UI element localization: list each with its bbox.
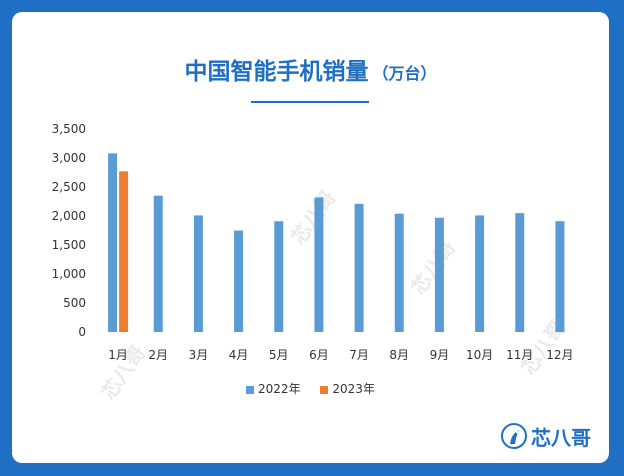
bar-chart: 0 500 1,000 1,500 2,000 2,500 3,000 3,500 1月 2月 3月… xyxy=(52,122,574,362)
legend-label-2022: 2022年 xyxy=(258,382,301,396)
legend-swatch-2022 xyxy=(246,385,255,394)
y-tick-label: 0 xyxy=(78,325,86,339)
y-tick-label: 1,000 xyxy=(52,267,86,281)
chart-panel: 中国智能手机销量 （万台） 芯八哥 芯八哥 芯八哥 芯八哥 0 500 1,000 1,… xyxy=(12,12,609,463)
bar-2022-1 xyxy=(108,153,118,332)
bar-2022-9 xyxy=(434,217,444,332)
brand-logo: 芯八哥 xyxy=(501,421,591,451)
x-tick-label: 9月 xyxy=(430,348,450,362)
x-tick-label: 12月 xyxy=(546,348,573,362)
bar-2022-12 xyxy=(555,221,565,332)
y-tick-label: 500 xyxy=(63,296,86,310)
bar-2022-5 xyxy=(274,221,284,332)
x-tick-label: 5月 xyxy=(269,348,289,362)
bar-2022-8 xyxy=(394,213,404,332)
title-row: 中国智能手机销量 （万台） xyxy=(12,52,609,86)
y-tick-label: 3,500 xyxy=(52,122,86,136)
bar-2022-10 xyxy=(475,215,485,332)
bar-2022-11 xyxy=(515,213,525,332)
x-tick-label: 7月 xyxy=(349,348,369,362)
x-tick-label: 8月 xyxy=(389,348,409,362)
legend-item-2022: 2022年 xyxy=(246,380,301,397)
bar-2022-7 xyxy=(354,203,364,332)
bar-2023-1 xyxy=(119,171,129,332)
x-tick-label: 3月 xyxy=(189,348,209,362)
legend: 2022年 2023年 xyxy=(12,380,609,397)
bar-2022-2 xyxy=(153,195,163,332)
brand-name: 芯八哥 xyxy=(531,425,591,450)
legend-item-2023: 2023年 xyxy=(320,380,375,397)
bar-2022-4 xyxy=(234,230,244,332)
x-tick-label: 1月 xyxy=(108,348,128,362)
bird-logo-icon xyxy=(501,423,527,449)
x-tick-label: 2月 xyxy=(148,348,168,362)
x-tick-label: 4月 xyxy=(229,348,249,362)
y-tick-label: 3,000 xyxy=(52,151,86,165)
y-tick-label: 2,000 xyxy=(52,209,86,223)
legend-label-2023: 2023年 xyxy=(332,382,375,396)
x-tick-label: 11月 xyxy=(506,348,533,362)
bar-2022-6 xyxy=(314,197,324,332)
y-tick-label: 1,500 xyxy=(52,238,86,252)
y-tick-label: 2,500 xyxy=(52,180,86,194)
legend-swatch-2023 xyxy=(320,385,329,394)
bar-2022-3 xyxy=(193,215,203,332)
title-underline xyxy=(251,101,369,103)
x-tick-label: 10月 xyxy=(466,348,493,362)
chart-title: 中国智能手机销量 xyxy=(184,59,369,85)
chart-unit: （万台） xyxy=(372,64,437,83)
x-tick-label: 6月 xyxy=(309,348,329,362)
